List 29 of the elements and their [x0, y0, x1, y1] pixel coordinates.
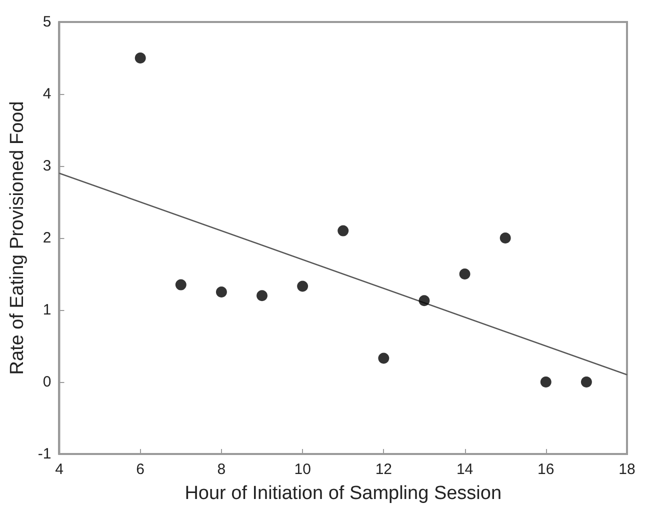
y-tick-label: 4	[42, 86, 52, 102]
point	[540, 376, 552, 388]
x-tick-label: 8	[217, 461, 226, 478]
x-tick-label: 6	[136, 461, 145, 478]
x-tick-label: 14	[456, 461, 474, 478]
y-tick-label: 1	[42, 302, 52, 318]
point	[175, 279, 186, 290]
point	[134, 52, 146, 64]
x-tick-label: 12	[375, 461, 392, 478]
point	[418, 295, 430, 306]
y-tick-label: -1	[38, 446, 52, 462]
x-axis-title: Hour of Initiation of Sampling Session	[184, 483, 502, 504]
point	[216, 286, 227, 298]
y-axis-title: Rate of Eating Provisioned Food	[7, 101, 28, 375]
y-tick-label: 2	[42, 230, 52, 246]
point	[378, 352, 390, 364]
x-tick-label: 10	[294, 461, 311, 478]
point	[338, 225, 349, 236]
point	[297, 280, 308, 292]
point	[580, 376, 592, 388]
x-tick-label: 18	[618, 461, 636, 478]
y-tick-label: 5	[42, 14, 52, 30]
x-tick-label: 16	[538, 461, 554, 478]
point	[500, 232, 511, 244]
y-tick-label: 3	[42, 158, 52, 174]
x-tick-label: 4	[55, 461, 64, 478]
point	[256, 290, 268, 302]
y-tick-label: 0	[42, 374, 52, 390]
point	[459, 268, 470, 280]
